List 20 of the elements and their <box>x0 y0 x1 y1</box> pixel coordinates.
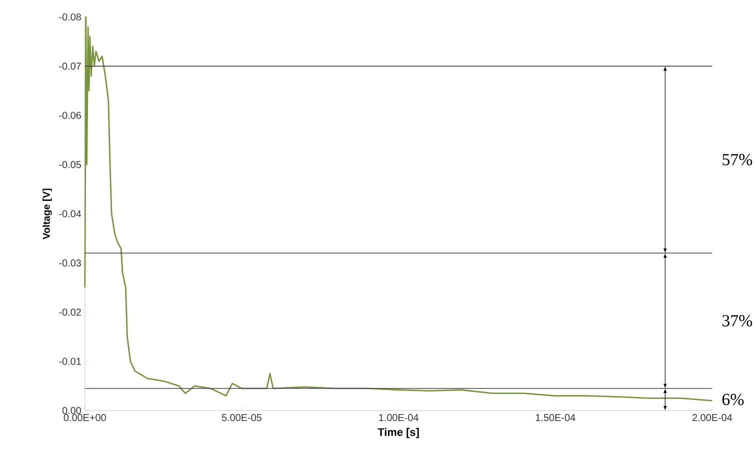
x-tick-label: 0.00E+00 <box>64 414 106 421</box>
y-tick-label: -0.06 <box>59 112 81 119</box>
y-tick-label: -0.07 <box>59 62 81 70</box>
y-axis-title: Voltage [V] <box>42 188 52 240</box>
x-tick-label: 1.50E-04 <box>536 414 576 421</box>
text: 6% <box>722 393 744 405</box>
x-tick-label: 2.00E-04 <box>692 414 732 421</box>
text: 57% <box>722 154 752 166</box>
x-tick-label: 5.00E-05 <box>222 414 262 421</box>
y-tick-label: -0.01 <box>59 358 81 365</box>
y-tick-label: -0.02 <box>59 308 81 316</box>
line-series <box>84 16 713 402</box>
y-tick-label: -0.05 <box>59 160 81 168</box>
x-tick-label: 1.00E-04 <box>379 414 418 421</box>
y-tick-label: 0.00 <box>62 406 82 414</box>
y-tick-label: -0.03 <box>59 259 81 266</box>
x-axis-title: Time [s] <box>378 428 419 438</box>
y-tick-label: -0.08 <box>59 13 81 20</box>
y-tick-label: -0.04 <box>59 210 82 218</box>
text: 37% <box>722 314 752 326</box>
